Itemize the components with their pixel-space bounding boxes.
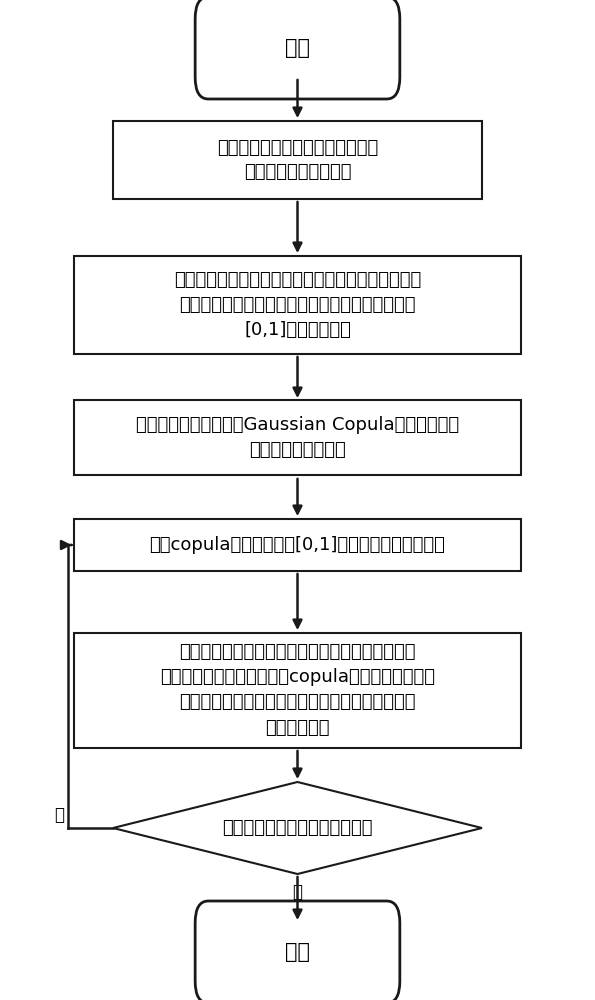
Text: 否: 否 (55, 806, 64, 824)
Bar (74, 256, 521, 354)
Text: 用伪极大似然估计法对Gaussian Copula函数参数进行
估计，得到参数矩阵: 用伪极大似然估计法对Gaussian Copula函数参数进行 估计，得到参数矩… (136, 416, 459, 460)
Text: 产生数据是否达到预想场景规模: 产生数据是否达到预想场景规模 (223, 819, 372, 837)
Text: 结束: 结束 (285, 942, 310, 962)
Text: 是: 是 (293, 883, 302, 901)
FancyBboxPatch shape (195, 901, 400, 1000)
Bar (74, 633, 521, 748)
Bar (74, 400, 521, 475)
Text: 利用车辆接入时刻、离开时刻、日行驶里程的数据
的累计概率分布逆函数，将copula函数生成的相关性
数据转化为可用于计算的用户行驶数据，得到场景
矩阵用于计算: 利用车辆接入时刻、离开时刻、日行驶里程的数据 的累计概率分布逆函数，将copul… (160, 644, 435, 736)
Text: 模拟生成大量车辆接入时刻、离开
时刻、日行驶里程数据: 模拟生成大量车辆接入时刻、离开 时刻、日行驶里程数据 (217, 138, 378, 182)
Polygon shape (113, 782, 482, 874)
FancyBboxPatch shape (195, 0, 400, 99)
Bar (74, 519, 521, 571)
Bar (113, 121, 482, 199)
Text: 开始: 开始 (285, 38, 310, 58)
Text: 利用copula函数生成服从[0,1]均匀分布的相关性数据: 利用copula函数生成服从[0,1]均匀分布的相关性数据 (149, 536, 446, 554)
Text: 利用非参数核密度估计法估计上述三个数据的概率密
度，并他们的累计分布函数将原始数据转化为服从
[0,1]间的均匀分布: 利用非参数核密度估计法估计上述三个数据的概率密 度，并他们的累计分布函数将原始数… (174, 271, 421, 339)
